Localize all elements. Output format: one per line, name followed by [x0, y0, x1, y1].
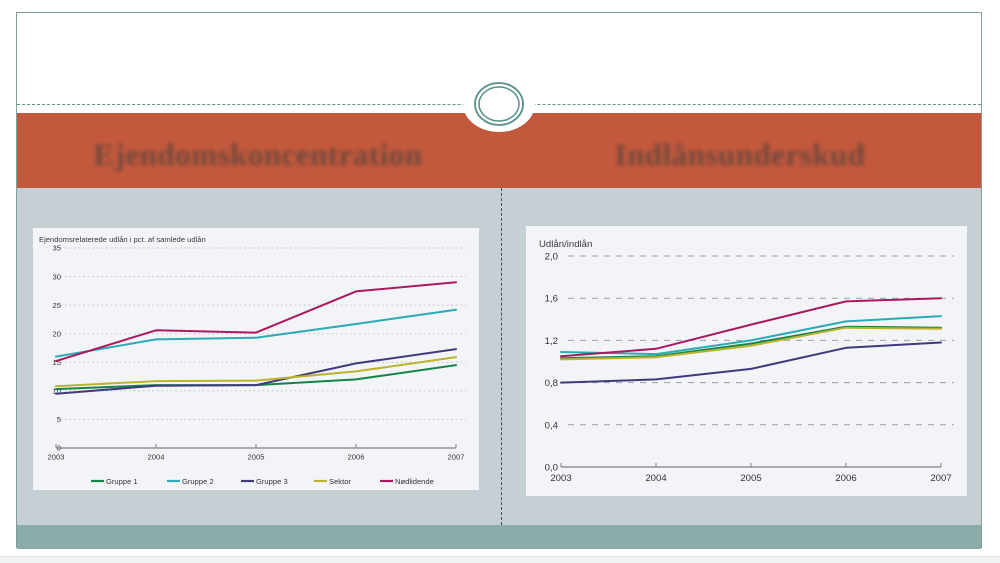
y-tick-label: 5	[57, 415, 61, 424]
legend-label: Gruppe 2	[182, 477, 214, 486]
series-line-gruppe-1	[560, 325, 942, 360]
series-line-gruppe-3	[55, 348, 457, 395]
series-line-nødlidende	[560, 297, 942, 358]
x-tick-label: 2007	[448, 453, 465, 462]
property-concentration-chart: Ejendomsrelaterede udlån i pct. af samle…	[39, 235, 466, 486]
series-line-gruppe-2	[55, 308, 457, 358]
series-line-sektor	[560, 326, 942, 361]
y-tick-label: 0,0	[545, 462, 558, 473]
y-tick-label: 0,4	[545, 420, 559, 431]
y-tick-label: 20	[53, 329, 61, 338]
legend-label: Gruppe 1	[106, 477, 138, 486]
banner-right-half: Indlånsunderskud	[499, 113, 981, 188]
content-area: Ejendomsrelaterede udlån i pct. af samle…	[17, 188, 981, 525]
y-tick-label: 10	[53, 387, 61, 396]
slide-title-right: Indlånsunderskud	[614, 136, 866, 172]
y-tick-label: 2,0	[545, 251, 558, 262]
slide-frame: Ejendomskoncentration Indlånsunderskud E…	[16, 12, 982, 549]
y-tick-label: 35	[53, 244, 61, 253]
y-tick-label: 1,2	[545, 336, 558, 347]
legend-label: Sektor	[329, 477, 351, 486]
series-line-nødlidende	[55, 281, 457, 363]
x-tick-label: 2007	[930, 473, 951, 484]
title-banner: Ejendomskoncentration Indlånsunderskud	[17, 113, 981, 188]
x-tick-label: 2003	[550, 473, 571, 484]
chart-title: Udlån/indlån	[539, 239, 592, 250]
banner-left-half: Ejendomskoncentration	[17, 113, 499, 188]
x-tick-label: 2006	[835, 473, 856, 484]
window-bottom-strip	[0, 556, 1000, 563]
deposit-deficit-chart: Udlån/indlån 0,0 0,4 0,8 1,2 1,6 2,0 2003 2004 20…	[539, 239, 954, 484]
x-tick-label: 2006	[348, 453, 365, 462]
x-tick-label: 2005	[248, 453, 265, 462]
series-line-sektor	[55, 356, 457, 388]
right-chart-panel: Udlån/indlån 0,0 0,4 0,8 1,2 1,6 2,0 2003 2004 20…	[526, 226, 967, 496]
series-line-gruppe-2	[560, 315, 942, 356]
center-divider	[501, 188, 502, 525]
x-tick-label: 2005	[740, 473, 761, 484]
y-tick-label: 25	[53, 301, 61, 310]
x-tick-label: 2004	[645, 473, 667, 484]
series-line-gruppe-3	[560, 341, 942, 384]
x-tick-label: 2004	[148, 453, 165, 462]
legend-label: Nødlidende	[395, 477, 434, 486]
footer-band	[17, 525, 981, 549]
ellipse-ornament-icon	[473, 81, 525, 127]
legend-label: Gruppe 3	[256, 477, 288, 486]
y-tick-label: 0,8	[545, 378, 558, 389]
chart-title: Ejendomsrelaterede udlån i pct. af samle…	[39, 235, 206, 244]
slide-title-left: Ejendomskoncentration	[93, 136, 423, 172]
x-tick-label: 2003	[48, 453, 65, 462]
y-tick-label: 30	[53, 272, 61, 281]
y-tick-label: 1,6	[545, 294, 558, 305]
y-tick-label: 15	[53, 358, 61, 367]
double-ellipse-icon	[474, 82, 524, 126]
left-chart-panel: Ejendomsrelaterede udlån i pct. af samle…	[33, 228, 479, 490]
